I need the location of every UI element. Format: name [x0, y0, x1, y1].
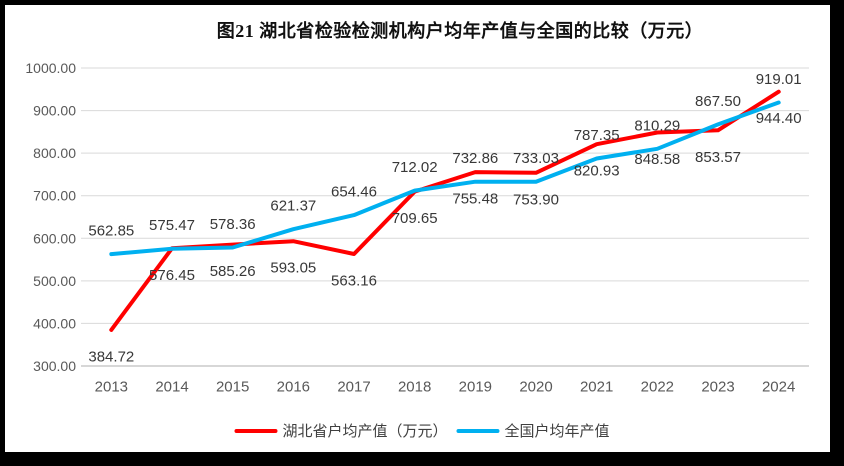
- hubei-data-label: 709.65: [392, 210, 438, 227]
- hubei-data-label: 576.45: [149, 267, 195, 284]
- legend-item-national: 全国户均年产值: [456, 420, 610, 441]
- hubei-data-label: 563.16: [331, 272, 377, 289]
- y-tick-label: 400.00: [33, 315, 76, 331]
- hubei-data-label: 755.48: [452, 191, 498, 208]
- hubei-data-label: 820.93: [574, 163, 620, 180]
- national-data-label: 621.37: [270, 198, 316, 215]
- hubei-data-label: 944.40: [756, 110, 802, 127]
- y-tick-label: 1000.00: [25, 60, 76, 76]
- y-tick-label: 800.00: [33, 145, 76, 161]
- hubei-line: [109, 89, 781, 332]
- y-tick-label: 700.00: [33, 188, 76, 204]
- x-tick-label: 2024: [762, 379, 795, 396]
- national-data-label: 787.35: [574, 127, 620, 144]
- hubei-data-label: 853.57: [695, 149, 741, 166]
- y-tick-label: 900.00: [33, 103, 76, 119]
- hubei-line-swatch: [234, 428, 278, 433]
- y-tick-label: 500.00: [33, 273, 76, 289]
- y-tick-label: 600.00: [33, 230, 76, 246]
- x-tick-label: 2020: [519, 379, 552, 396]
- national-data-label: 578.36: [210, 216, 256, 233]
- legend: 湖北省户均产值（万元） 全国户均年产值: [234, 420, 610, 441]
- national-data-label: 562.85: [88, 223, 134, 240]
- x-tick-label: 2018: [398, 379, 431, 396]
- hubei-data-label: 585.26: [210, 263, 256, 280]
- x-tick-label: 2013: [95, 379, 128, 396]
- national-data-label: 810.29: [634, 117, 680, 134]
- x-tick-label: 2022: [641, 379, 674, 396]
- x-tick-label: 2019: [459, 379, 492, 396]
- x-tick-label: 2023: [701, 379, 734, 396]
- national-line: [109, 100, 781, 257]
- chart-panel: 图21 湖北省检验检测机构户均年产值与全国的比较（万元） 湖北省户均产值（万元）…: [5, 5, 830, 452]
- x-tick-label: 2015: [216, 379, 249, 396]
- national-data-label: 733.03: [513, 150, 559, 167]
- x-tick-label: 2017: [337, 379, 370, 396]
- chart-title: 图21 湖北省检验检测机构户均年产值与全国的比较（万元）: [216, 21, 704, 41]
- national-line-swatch: [456, 428, 500, 433]
- x-tick-label: 2016: [277, 379, 310, 396]
- hubei-data-label: 753.90: [513, 191, 559, 208]
- national-data-label: 919.01: [756, 71, 802, 88]
- y-tick-label: 300.00: [33, 358, 76, 374]
- x-tick-label: 2014: [155, 379, 188, 396]
- national-data-label: 575.47: [149, 217, 195, 234]
- x-tick-label: 2021: [580, 379, 613, 396]
- hubei-data-label: 593.05: [270, 260, 316, 277]
- legend-item-hubei: 湖北省户均产值（万元）: [234, 420, 448, 441]
- national-data-label: 732.86: [452, 150, 498, 167]
- national-data-label: 867.50: [695, 93, 741, 110]
- national-data-label: 712.02: [392, 159, 438, 176]
- hubei-data-label: 384.72: [88, 348, 134, 365]
- national-data-label: 654.46: [331, 184, 377, 201]
- legend-label-national: 全国户均年产值: [504, 423, 610, 440]
- hubei-data-label: 848.58: [634, 151, 680, 168]
- legend-label-hubei: 湖北省户均产值（万元）: [282, 423, 448, 440]
